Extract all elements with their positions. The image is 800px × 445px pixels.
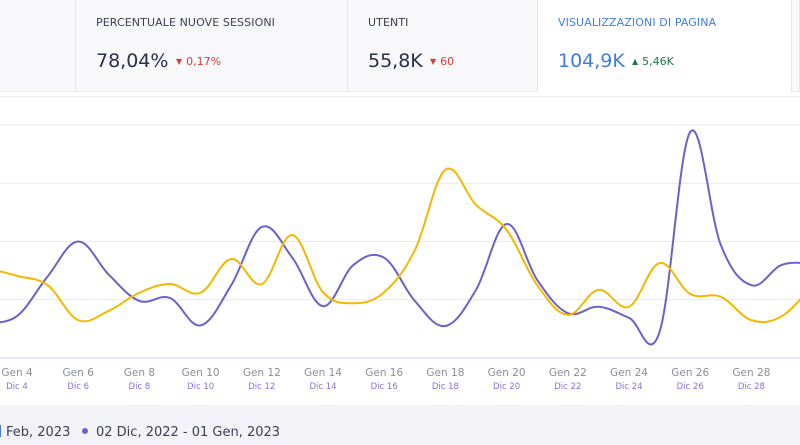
- x-tick-sublabel: Dic 28: [738, 382, 765, 392]
- x-tick-sublabel: Dic 10: [187, 382, 214, 392]
- x-tick-sublabel: Dic 14: [309, 382, 336, 392]
- kpi-value: 104,9K: [558, 50, 625, 72]
- x-tick-sublabel: Dic 6: [67, 382, 89, 392]
- line-chart: Gen 4 Dic 4 Gen 6 Dic 6 Gen 8 Dic 8 Gen 10 Dic …: [0, 124, 800, 392]
- kpi-label: PERCENTUALE NUOVE SESSIONI: [96, 16, 275, 29]
- triangle-down-icon: ▼: [430, 57, 437, 66]
- legend: Feb, 2023 02 Dic, 2022 - 01 Gen, 2023: [0, 405, 800, 445]
- triangle-up-icon: ▲: [632, 57, 639, 66]
- kpi-value: 78,04%: [96, 50, 169, 72]
- legend-item-previous[interactable]: 02 Dic, 2022 - 01 Gen, 2023: [82, 425, 280, 440]
- x-tick-label: Gen 22: [549, 367, 587, 379]
- legend-marker-current: [0, 425, 1, 437]
- kpi-delta: ▲ 5,46K: [632, 55, 674, 68]
- series-line-current: [0, 167, 800, 324]
- x-tick-label: Gen 14: [304, 367, 342, 379]
- x-tick-sublabel: Dic 8: [129, 382, 151, 392]
- x-tick-label: Gen 16: [365, 367, 403, 379]
- triangle-down-icon: ▼: [176, 57, 183, 66]
- series-lines: [0, 129, 800, 346]
- kpi-card-page-views[interactable]: VISUALIZZAZIONI DI PAGINA 104,9K ▲ 5,46K: [538, 0, 792, 92]
- kpi-delta: ▼ 0,17%: [176, 55, 221, 68]
- kpi-delta-value: 0,17%: [186, 55, 222, 68]
- kpi-card-new-sessions[interactable]: PERCENTUALE NUOVE SESSIONI 78,04% ▼ 0,17%: [76, 0, 348, 92]
- kpi-card-users[interactable]: UTENTI 55,8K ▼ 60: [348, 0, 538, 92]
- x-tick-sublabel: Dic 4: [6, 382, 28, 392]
- kpi-delta-value: 60: [440, 55, 455, 68]
- x-tick-label: Gen 8: [124, 367, 155, 379]
- divider: [0, 96, 800, 97]
- kpi-card-next[interactable]: [792, 0, 800, 92]
- x-tick-label: Gen 20: [488, 367, 526, 379]
- legend-label: Feb, 2023: [6, 425, 71, 440]
- x-axis-ticks: Gen 4 Dic 4 Gen 6 Dic 6 Gen 8 Dic 8 Gen 10 Dic …: [1, 367, 770, 392]
- kpi-card-hidden[interactable]: [0, 0, 76, 92]
- kpi-strip: PERCENTUALE NUOVE SESSIONI 78,04% ▼ 0,17%…: [0, 0, 800, 96]
- x-tick-sublabel: Dic 16: [371, 382, 398, 392]
- kpi-delta: ▼ 60: [430, 55, 454, 68]
- legend-marker-previous: [82, 428, 88, 434]
- x-tick-sublabel: Dic 20: [493, 382, 520, 392]
- x-tick-label: Gen 10: [182, 367, 220, 379]
- grid-lines: [0, 124, 800, 359]
- x-tick-label: Gen 12: [243, 367, 281, 379]
- x-tick-label: Gen 4: [1, 367, 33, 379]
- x-tick-label: Gen 18: [426, 367, 464, 379]
- kpi-value: 55,8K: [368, 50, 423, 72]
- legend-label: 02 Dic, 2022 - 01 Gen, 2023: [96, 425, 281, 440]
- series-line-previous: [0, 129, 800, 346]
- x-tick-sublabel: Dic 24: [615, 382, 642, 392]
- x-tick-sublabel: Dic 12: [248, 382, 275, 392]
- kpi-delta-value: 5,46K: [642, 55, 674, 68]
- x-tick-sublabel: Dic 22: [554, 382, 581, 392]
- kpi-label: VISUALIZZAZIONI DI PAGINA: [558, 16, 717, 29]
- x-tick-label: Gen 24: [610, 367, 648, 379]
- x-tick-label: Gen 26: [671, 367, 709, 379]
- legend-item-current[interactable]: Feb, 2023: [0, 425, 70, 440]
- x-tick-label: Gen 6: [63, 367, 95, 379]
- x-tick-sublabel: Dic 26: [677, 382, 704, 392]
- kpi-label: UTENTI: [368, 16, 409, 29]
- x-tick-sublabel: Dic 18: [432, 382, 459, 392]
- x-tick-label: Gen 28: [732, 367, 770, 379]
